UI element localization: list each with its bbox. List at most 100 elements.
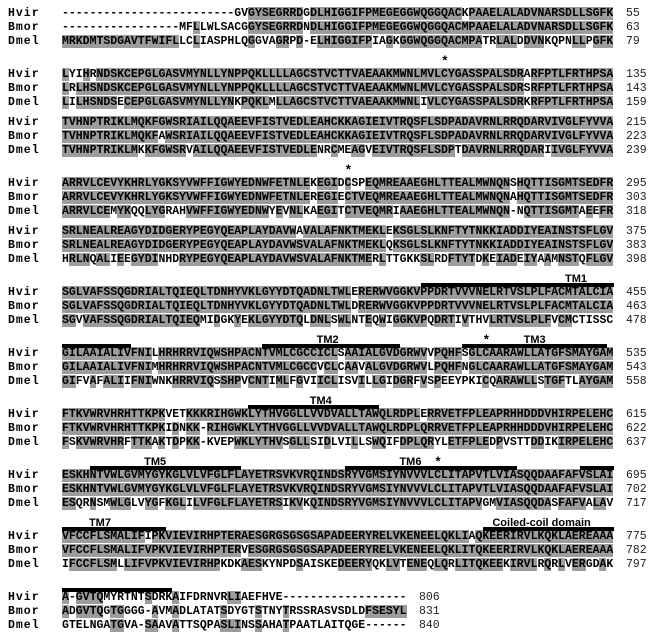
sequence-residues: FSKVWRVHRFTTKAKTDPKK-KVEPWKLYTHVSGLLSIDL… — [62, 436, 614, 449]
sequence-residues: -----------------MFLLWLSACGGYSEGRRDNDLHI… — [62, 21, 614, 34]
residue-number: 303 — [626, 191, 647, 204]
alignment-row: Dmel FSKVWRVHRFTTKAKTDPKK-KVEPWKLYTHVSGLL… — [0, 436, 665, 450]
sequence-residues: IFCCFLSMLLIFVPKVIEVIRHPKDKAESKYNPDSAISKE… — [62, 558, 614, 571]
alignment-row: Hvir -------------------------GVGYSEGRRDG… — [0, 7, 665, 21]
sequence-residues: ARRVLCEVYKHRLYGKSYVWFFIGWYEDNWFETNLEREGI… — [62, 191, 614, 204]
residue-number: 782 — [626, 544, 647, 557]
residue-number: 535 — [626, 347, 647, 360]
conserved-residue-asterisk: * — [434, 455, 442, 470]
alignment-block: Hvir -------------------------GVGYSEGRRDG… — [0, 7, 665, 49]
alignment-row: Dmel GTELNGATGVA-SAAVATTSQPASLINSSAHATPAA… — [0, 619, 665, 633]
alignment-row: Hvir SGLVAFSSQGDRIALTQIEQLTDNHYVKLGYYDTQA… — [0, 286, 665, 300]
tm-domain-bar — [62, 588, 173, 592]
annotation-line: * — [0, 55, 665, 68]
residue-number: 615 — [626, 408, 647, 421]
alignment-row: Hvir A-GVTQMYRTNTSDRKAIFDRNVRLIAEFHVE----… — [0, 591, 665, 605]
residue-number: 55 — [626, 7, 640, 20]
conserved-residue-asterisk: * — [344, 163, 353, 178]
sequence-residues: A-GVTQMYRTNTSDRKAIFDRNVRLIAEFHVE--------… — [62, 591, 407, 604]
alignment-block: * Hvir LYIHRNDSKCEPGLGASVMYNLLYNPPQKLLLLAG… — [0, 55, 665, 110]
sequence-name: Bmor — [8, 422, 40, 435]
domain-label: TM4 — [309, 395, 332, 407]
alignment-block: TM4 Hvir FTKVWRVHRHTTKPKVETKKKRIHGWKLYTHVG… — [0, 395, 665, 450]
sequence-residues: ARRVLCEMYKQQLYGRAHVWFFIGWYEDNWYEVNLKAEGI… — [62, 205, 614, 218]
tm-domain-bar — [462, 344, 608, 348]
residue-number: 295 — [626, 177, 647, 190]
alignment-row: Hvir VFCCFLSMALIFIPKVIEVIRHPTERAESGRGSGSG… — [0, 530, 665, 544]
annotation-line: TM5 TM6 * — [0, 456, 665, 469]
sequence-residues: SGVVAFSSQGDRIALTQIEQMIDGKYEKLGYYDTQLDNLS… — [62, 314, 614, 327]
sequence-name: Hvir — [8, 7, 40, 20]
sequence-residues: LILHSNDSECEPGLGASVMYNLLYNKPQKLMLLAGCSTVC… — [62, 96, 614, 109]
tm-domain-bar — [344, 466, 518, 470]
residue-number: 695 — [626, 469, 647, 482]
alignment-block: TM1 Hvir SGLVAFSSQGDRIALTQIEQLTDNHYVKLGYYD… — [0, 273, 665, 328]
sequence-residues: TVHNPTRIKLMQKFAWSRIAILQQAEEVFISTVEDLEAHC… — [62, 130, 614, 143]
sequence-name: Dmel — [8, 314, 40, 327]
residue-number: 463 — [626, 300, 647, 313]
sequence-name: Bmor — [8, 300, 40, 313]
alignment-row: Hvir ARRVLCEVYKHRLYGKSYVWFFIGWYEDNWFETNLE… — [0, 177, 665, 191]
sequence-name: Dmel — [8, 619, 40, 632]
tm-domain-bar — [579, 466, 614, 470]
sequence-residues: ESKHNTVWLGVMYGYKGLVLVFGLFLAYETRSVKVRQIND… — [62, 483, 614, 496]
sequence-name: Bmor — [8, 605, 40, 618]
alignment-row: Bmor ESKHNTVWLGVMYGYKGLVLVFGLFLAYETRSVKVR… — [0, 483, 665, 497]
alignment-block: * Hvir ARRVLCEVYKHRLYGKSYVWFFIGWYEDNWFETNL… — [0, 164, 665, 219]
residue-number: 840 — [419, 619, 440, 632]
alignment-row: Dmel IFCCFLSMLLIFVPKVIEVIRHPKDKAESKYNPDSA… — [0, 558, 665, 572]
alignment-row: Bmor GILAAIALIVFNIMHRHRRVIQWSHPACNTVMLCGC… — [0, 361, 665, 375]
alignment-row: Hvir GILAAIALIVFNILHRHRRVIQWSHPACNTVMLCGC… — [0, 347, 665, 361]
sequence-name: Bmor — [8, 361, 40, 374]
residue-number: 239 — [626, 144, 647, 157]
sequence-residues: ARRVLCEVYKHRLYGKSYVWFFIGWYEDNWFETNLEKEGI… — [62, 177, 614, 190]
residue-number: 775 — [626, 530, 647, 543]
sequence-name: Hvir — [8, 286, 40, 299]
sequence-name: Hvir — [8, 530, 40, 543]
residue-number: 135 — [626, 68, 647, 81]
residue-number: 831 — [419, 605, 440, 618]
annotation-line: TM2 TM3 * — [0, 334, 665, 347]
sequence-residues: VFCCFLSMALIFVPKVIEVIRHPTERVESGRGSGSGSAPA… — [62, 544, 614, 557]
sequence-residues: SRLNEALREAGYDIDGERYPEGYQEAPLAYDAVWSVALAF… — [62, 239, 614, 252]
alignment-row: Bmor VFCCFLSMALIFVPKVIEVIRHPTERVESGRGSGSG… — [0, 544, 665, 558]
alignment-block: Hvir A-GVTQMYRTNTSDRKAIFDRNVRLIAEFHVE----… — [0, 578, 665, 633]
sequence-name: Bmor — [8, 239, 40, 252]
residue-number: 143 — [626, 82, 647, 95]
alignment-row: Dmel LILHSNDSECEPGLGASVMYNLLYNKPQKLMLLAGC… — [0, 96, 665, 110]
domain-label: TM3 — [523, 334, 546, 346]
sequence-residues: VFCCFLSMALIFIPKVIEVIRHPTERAESGRGSGSGSAPA… — [62, 530, 614, 543]
sequence-name: Dmel — [8, 205, 40, 218]
sequence-name: Hvir — [8, 177, 40, 190]
residue-number: 63 — [626, 21, 640, 34]
alignment-block: Hvir TVHNPTRIKLMQKFGWSRIAILQQAEEVFISTVEDL… — [0, 116, 665, 158]
conserved-residue-asterisk: * — [482, 333, 491, 348]
domain-label: Coiled-coil domain — [492, 517, 591, 529]
residue-number: 318 — [626, 205, 647, 218]
alignment-block: Hvir SRLNEALREAGYDIDGERYPEGYQEAPLAYDAVWAV… — [0, 225, 665, 267]
sequence-residues: SGLVAFSSQGDRIALTQIEQLTDNHYVKLGYYDTQADNLT… — [62, 300, 614, 313]
annotation-line: TM4 — [0, 395, 665, 408]
sequence-name: Dmel — [8, 436, 40, 449]
tm-domain-bar — [62, 344, 131, 348]
domain-label: TM6 — [399, 456, 422, 468]
residue-number: 637 — [626, 436, 647, 449]
annotation-line: TM1 — [0, 273, 665, 286]
residue-number: 79 — [626, 35, 640, 48]
sequence-residues: SRLNEALREAGYDIDGERYPEGYQEAPLAYDAVWAVALAF… — [62, 225, 614, 238]
residue-number: 455 — [626, 286, 647, 299]
alignment-block: TM7 Coiled-coil domain Hvir VFCCFLSMALIFIPK… — [0, 517, 665, 572]
sequence-name: Bmor — [8, 21, 40, 34]
sequence-name: Hvir — [8, 68, 40, 81]
alignment-row: Bmor TVHNPTRIKLMQKFAWSRIAILQQAEEVFISTVEDL… — [0, 130, 665, 144]
residue-number: 543 — [626, 361, 647, 374]
alignment-row: Hvir ESKHNTVWLGVMYGYKGLVLVFGLFLAYETRSVKVR… — [0, 469, 665, 483]
alignment-row: Hvir LYIHRNDSKCEPGLGASVMYNLLYNPPQKLLLLAGC… — [0, 68, 665, 82]
alignment-row: Bmor ARRVLCEVYKHRLYGKSYVWFFIGWYEDNWFETNLE… — [0, 191, 665, 205]
annotation-line: * — [0, 164, 665, 177]
sequence-name: Dmel — [8, 96, 40, 109]
alignment-row: Bmor -----------------MFLLWLSACGGYSEGRRDN… — [0, 21, 665, 35]
alignment-row: Dmel ARRVLCEMYKQQLYGRAHVWFFIGWYEDNWYEVNLK… — [0, 205, 665, 219]
sequence-name: Bmor — [8, 191, 40, 204]
